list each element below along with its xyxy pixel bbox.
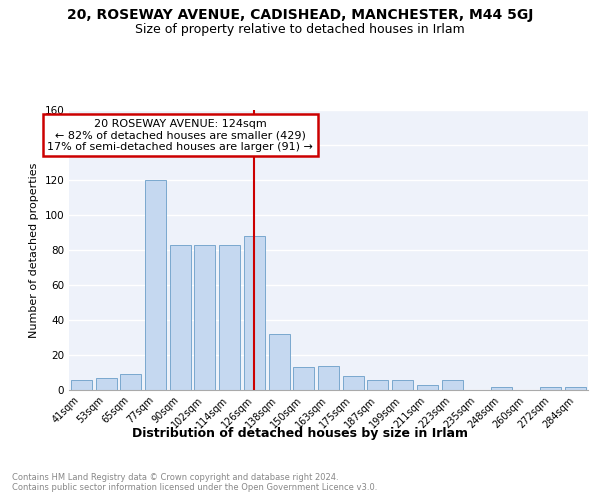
Bar [491,386,512,390]
Bar [145,180,166,390]
Text: Distribution of detached houses by size in Irlam: Distribution of detached houses by size … [132,428,468,440]
Bar [367,380,388,390]
Bar [71,380,92,390]
Y-axis label: Number of detached properties: Number of detached properties [29,162,39,338]
Text: Contains HM Land Registry data © Crown copyright and database right 2024.
Contai: Contains HM Land Registry data © Crown c… [12,472,377,492]
Text: 20 ROSEWAY AVENUE: 124sqm
← 82% of detached houses are smaller (429)
17% of semi: 20 ROSEWAY AVENUE: 124sqm ← 82% of detac… [47,118,313,152]
Bar [392,380,413,390]
Bar [269,334,290,390]
Bar [293,367,314,390]
Bar [194,244,215,390]
Text: 20, ROSEWAY AVENUE, CADISHEAD, MANCHESTER, M44 5GJ: 20, ROSEWAY AVENUE, CADISHEAD, MANCHESTE… [67,8,533,22]
Bar [442,380,463,390]
Bar [417,385,438,390]
Bar [244,236,265,390]
Bar [95,378,116,390]
Text: Size of property relative to detached houses in Irlam: Size of property relative to detached ho… [135,22,465,36]
Bar [170,244,191,390]
Bar [565,386,586,390]
Bar [318,366,339,390]
Bar [219,244,240,390]
Bar [120,374,141,390]
Bar [541,386,562,390]
Bar [343,376,364,390]
